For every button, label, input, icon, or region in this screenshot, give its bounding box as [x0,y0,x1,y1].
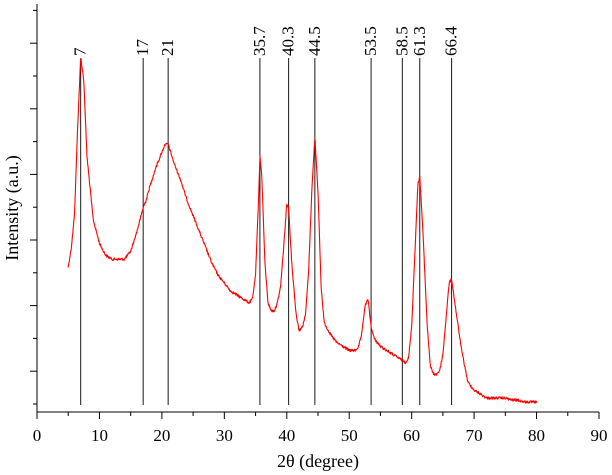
peak-label: 40.3 [279,26,298,56]
peak-label: 44.5 [305,26,324,56]
x-tick-label: 20 [153,426,170,445]
y-axis [30,9,37,405]
peak-label: 17 [133,39,152,57]
x-tick-label: 30 [216,426,233,445]
x-tick-label: 0 [33,426,42,445]
x-tick-label: 80 [528,426,545,445]
x-tick-label: 60 [403,426,420,445]
y-axis-label: Intensity (a.u.) [2,155,23,260]
x-axis: 0 10 20 30 40 50 60 70 80 90 [33,412,608,445]
x-tick-label: 10 [91,426,108,445]
peak-label: 7 [71,47,90,56]
x-tick-label: 50 [341,426,358,445]
peak-label: 35.7 [250,26,269,56]
peak-label: 58.5 [392,26,411,56]
peak-label: 66.4 [442,26,461,56]
peak-label: 61.3 [410,26,429,56]
plot-frame [36,4,599,413]
x-axis-label: 2θ (degree) [277,451,359,472]
peak-lines: 7 17 21 35.7 40.3 44.5 53.5 58.561.3 66.4 [71,26,461,405]
x-tick-label: 70 [466,426,483,445]
x-tick-label: 40 [278,426,295,445]
series-line [67,58,538,404]
series-group [67,58,538,404]
x-tick-label: 90 [591,426,608,445]
peak-label: 21 [158,39,177,56]
peak-label: 53.5 [361,26,380,56]
